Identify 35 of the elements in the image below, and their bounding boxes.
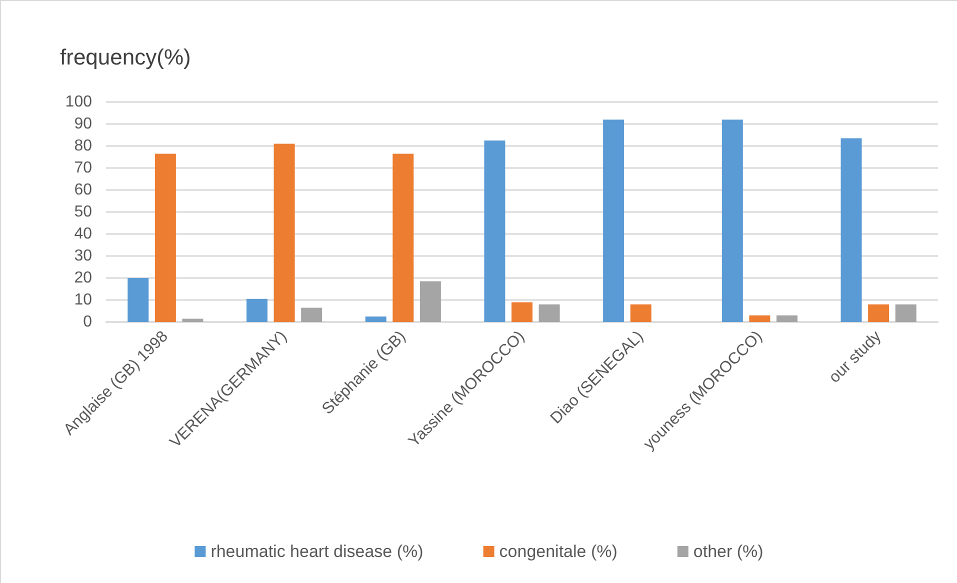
y-tick-label: 90 bbox=[74, 116, 92, 132]
bar bbox=[895, 304, 916, 322]
y-tick-label: 60 bbox=[74, 182, 92, 198]
y-tick-label: 20 bbox=[74, 270, 92, 286]
bar bbox=[128, 278, 149, 322]
y-tick-label: 70 bbox=[74, 160, 92, 176]
bar bbox=[154, 154, 176, 322]
bar bbox=[365, 316, 386, 322]
bar bbox=[420, 281, 441, 322]
legend-label: congenitale (%) bbox=[499, 542, 618, 561]
y-tick-label: 40 bbox=[74, 226, 92, 242]
bar bbox=[776, 315, 798, 322]
y-tick-label: 10 bbox=[74, 292, 92, 308]
bar bbox=[749, 315, 770, 322]
bar bbox=[182, 318, 204, 322]
bar bbox=[246, 298, 268, 322]
bar bbox=[603, 120, 624, 322]
bar bbox=[301, 308, 322, 322]
bar bbox=[630, 304, 652, 322]
y-tick-label: 0 bbox=[83, 314, 92, 330]
y-tick-label: 80 bbox=[74, 138, 92, 154]
bar bbox=[274, 144, 295, 322]
bar bbox=[392, 154, 414, 322]
bar bbox=[538, 304, 560, 322]
legend-label: rheumatic heart disease (%) bbox=[210, 542, 424, 561]
bar bbox=[512, 302, 532, 322]
y-tick-label: 100 bbox=[65, 94, 92, 110]
bar bbox=[484, 140, 506, 322]
bar bbox=[868, 304, 890, 322]
legend-label: other (%) bbox=[693, 542, 764, 561]
y-tick-label: 50 bbox=[74, 204, 92, 220]
bar bbox=[840, 138, 862, 322]
bar bbox=[722, 120, 743, 322]
y-axis-title: frequency(%) bbox=[60, 44, 191, 70]
y-tick-label: 30 bbox=[74, 248, 92, 264]
